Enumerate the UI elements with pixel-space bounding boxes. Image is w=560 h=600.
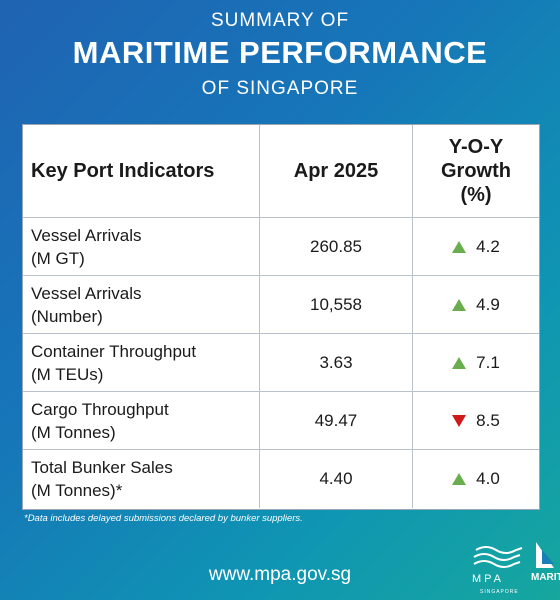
growth-value: 8.5 [476, 410, 500, 430]
title-line-2: MARITIME PERFORMANCE [72, 35, 488, 70]
table-row: Total Bunker Sales (M Tonnes)* 4.40 4.0 [23, 450, 539, 508]
indicator-label: Vessel Arrivals [31, 225, 142, 245]
indicator-label: Vessel Arrivals [31, 283, 142, 303]
growth-cell: 7.1 [412, 334, 539, 391]
triangle-up-icon [452, 298, 467, 311]
table-row: Container Throughput (M TEUs) 3.63 7.1 [23, 334, 539, 392]
growth-value: 4.0 [476, 469, 500, 488]
mpa-waves-logo-icon [473, 546, 523, 568]
indicator-cell: Total Bunker Sales (M Tonnes)* [23, 450, 259, 508]
maritime-logo-text: MARIT [531, 572, 560, 583]
indicator-cell: Cargo Throughput (M Tonnes) [23, 392, 259, 449]
indicator-cell: Vessel Arrivals (Number) [23, 276, 259, 333]
triangle-up-icon [452, 356, 467, 369]
footnote: *Data includes delayed submissions decla… [24, 513, 303, 524]
header-period: Apr 2025 [259, 125, 412, 217]
table-row: Vessel Arrivals (M GT) 260.85 4.2 [23, 218, 539, 276]
growth-cell: 4.9 [412, 276, 539, 333]
header-growth-line-1: Y-O-Y [448, 136, 504, 158]
value-cell: 49.47 [259, 392, 412, 449]
mpa-logo-subtext: SINGAPORE [480, 589, 519, 595]
website-url[interactable]: www.mpa.gov.sg [208, 564, 352, 585]
growth-value: 7.1 [476, 352, 500, 372]
indicator-unit: (M GT) [31, 248, 85, 268]
growth-cell: 4.0 [412, 450, 539, 508]
value-cell: 4.40 [259, 450, 412, 508]
maritime-logo-icon [536, 542, 554, 568]
title-line-1: SUMMARY OF [210, 10, 350, 31]
header-growth-line-3: (%) [460, 184, 492, 206]
header-growth: Y-O-Y Growth (%) [412, 125, 539, 217]
growth-cell: 8.5 [412, 392, 539, 449]
growth-cell: 4.2 [412, 218, 539, 275]
indicator-unit: (Number) [31, 306, 103, 326]
triangle-up-icon [452, 473, 467, 485]
title-line-3: OF SINGAPORE [201, 78, 359, 99]
table-row: Cargo Throughput (M Tonnes) 49.47 8.5 [23, 392, 539, 450]
indicator-label: Total Bunker Sales [31, 458, 173, 477]
header-growth-line-2: Growth [441, 160, 511, 182]
indicator-unit: (M Tonnes) [31, 422, 116, 442]
indicator-cell: Container Throughput (M TEUs) [23, 334, 259, 391]
indicator-label: Container Throughput [31, 341, 197, 361]
value-cell: 3.63 [259, 334, 412, 391]
indicator-unit: (M TEUs) [31, 364, 104, 384]
value-cell: 260.85 [259, 218, 412, 275]
indicators-table: Key Port Indicators Apr 2025 Y-O-Y Growt… [22, 124, 540, 510]
mpa-logo-text: MPA [472, 573, 505, 585]
title-block: SUMMARY OF MARITIME PERFORMANCE OF SINGA… [0, 6, 560, 102]
table-row: Vessel Arrivals (Number) 10,558 4.9 [23, 276, 539, 334]
indicator-unit: (M Tonnes)* [31, 481, 123, 500]
indicator-label: Cargo Throughput [31, 399, 169, 419]
triangle-down-icon [452, 414, 467, 427]
table-header-row: Key Port Indicators Apr 2025 Y-O-Y Growt… [23, 125, 539, 218]
growth-value: 4.9 [476, 294, 500, 314]
growth-value: 4.2 [476, 236, 500, 256]
value-cell: 10,558 [259, 276, 412, 333]
header-indicator: Key Port Indicators [31, 159, 215, 182]
indicator-cell: Vessel Arrivals (M GT) [23, 218, 259, 275]
triangle-up-icon [452, 240, 467, 253]
